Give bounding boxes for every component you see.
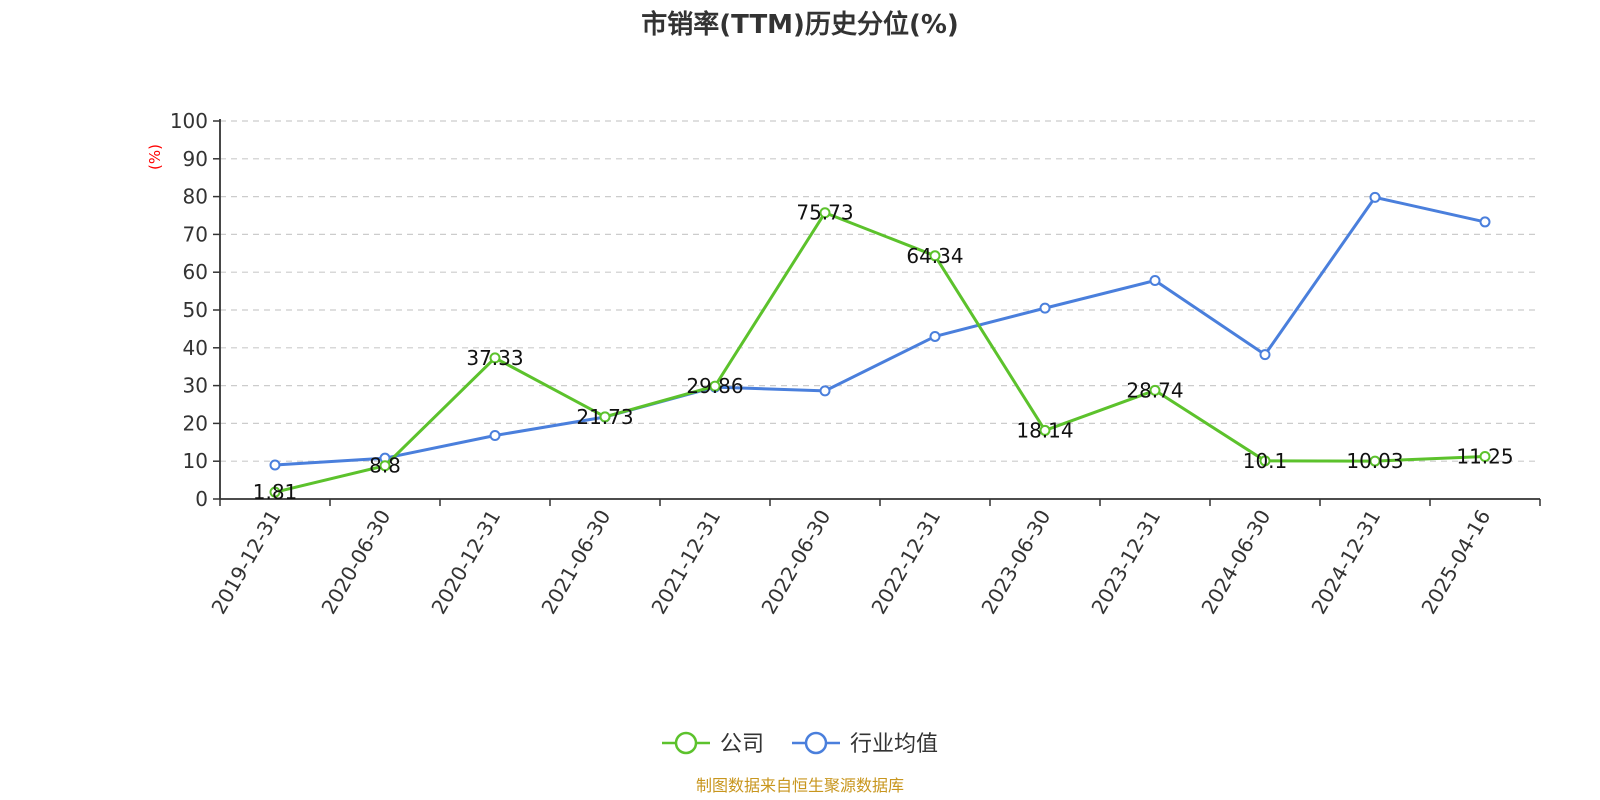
x-tick-label: 2020-06-30 <box>316 506 395 619</box>
x-tick-label: 2022-12-31 <box>866 506 945 619</box>
data-point <box>1039 302 1051 314</box>
y-axis-label: (%) <box>146 144 164 170</box>
x-tick-label: 2024-06-30 <box>1196 506 1275 619</box>
data-point <box>1369 455 1381 467</box>
legend-marker <box>804 731 828 755</box>
data-point <box>1479 216 1491 228</box>
legend-label: 行业均值 <box>850 732 938 757</box>
data-point <box>269 459 281 471</box>
x-tick-label: 2023-12-31 <box>1086 506 1165 619</box>
legend-label: 公司 <box>720 732 764 757</box>
source-note: 制图数据来自恒生聚源数据库 <box>696 776 904 795</box>
y-tick-label: 70 <box>183 222 208 246</box>
legend[interactable]: 公司 行业均值 <box>662 731 938 757</box>
y-tick-label: 80 <box>183 185 208 209</box>
data-point <box>599 411 611 423</box>
data-point <box>929 330 941 342</box>
x-tick-label: 2021-06-30 <box>536 506 615 619</box>
data-point <box>1369 191 1381 203</box>
data-point <box>819 385 831 397</box>
x-tick-label: 2025-04-16 <box>1416 506 1495 619</box>
y-tick-label: 40 <box>183 336 208 360</box>
y-tick-label: 90 <box>183 147 208 171</box>
series-line-industry-average <box>274 195 1486 467</box>
y-tick-label: 50 <box>183 298 208 322</box>
data-point <box>489 352 501 364</box>
data-label: 18.14 <box>1016 418 1073 442</box>
data-label: 11.25 <box>1456 444 1513 468</box>
y-tick-label: 60 <box>183 260 208 284</box>
y-axis-ticks: 0 10 20 30 40 50 60 70 80 90 100 <box>170 109 220 511</box>
data-point <box>1259 455 1271 467</box>
legend-marker <box>674 731 698 755</box>
legend-item-industry-average[interactable]: 行业均值 <box>792 731 938 757</box>
data-label: 10.03 <box>1346 449 1403 473</box>
series-line-company <box>274 211 1486 494</box>
legend-item-company[interactable]: 公司 <box>662 731 764 757</box>
x-tick-label: 2023-06-30 <box>976 506 1055 619</box>
data-label: 10.1 <box>1243 449 1288 473</box>
data-point <box>1039 424 1051 436</box>
data-point <box>1259 349 1271 361</box>
data-point <box>1149 275 1161 287</box>
data-label: 8.8 <box>369 454 401 478</box>
data-point <box>929 250 941 262</box>
data-label: 28.74 <box>1126 378 1183 402</box>
data-label: 29.86 <box>686 374 743 398</box>
x-tick-label: 2021-12-31 <box>646 506 725 619</box>
x-tick-label: 2019-12-31 <box>206 506 285 619</box>
data-point <box>1479 450 1491 462</box>
data-labels: 1.81 8.8 37.33 21.73 29.86 75.73 64.34 18.14 28.… <box>253 201 1514 504</box>
data-point <box>269 486 281 498</box>
data-label: 75.73 <box>796 201 853 225</box>
y-tick-label: 30 <box>183 374 208 398</box>
data-label: 21.73 <box>576 405 633 429</box>
data-point <box>379 460 391 472</box>
x-tick-label: 2022-06-30 <box>756 506 835 619</box>
x-tick-label: 2024-12-31 <box>1306 506 1385 619</box>
data-label: 64.34 <box>906 244 963 268</box>
y-tick-label: 0 <box>195 487 208 511</box>
y-tick-label: 20 <box>183 411 208 435</box>
data-point <box>1149 384 1161 396</box>
x-tick-label: 2020-12-31 <box>426 506 505 619</box>
data-label: 1.81 <box>253 480 298 504</box>
y-tick-label: 10 <box>183 449 208 473</box>
x-axis-ticks: 2019-12-31 2020-06-30 2020-12-31 2021-06-30… <box>206 499 1541 619</box>
y-tick-label: 100 <box>170 109 208 133</box>
data-point <box>709 380 721 392</box>
data-point <box>489 429 501 441</box>
data-point <box>819 207 831 219</box>
chart-title: 市销率(TTM)历史分位(%) <box>641 9 959 40</box>
axes <box>219 119 1540 500</box>
gridlines <box>220 120 1540 462</box>
data-label: 37.33 <box>466 346 523 370</box>
series-layer <box>269 191 1491 498</box>
